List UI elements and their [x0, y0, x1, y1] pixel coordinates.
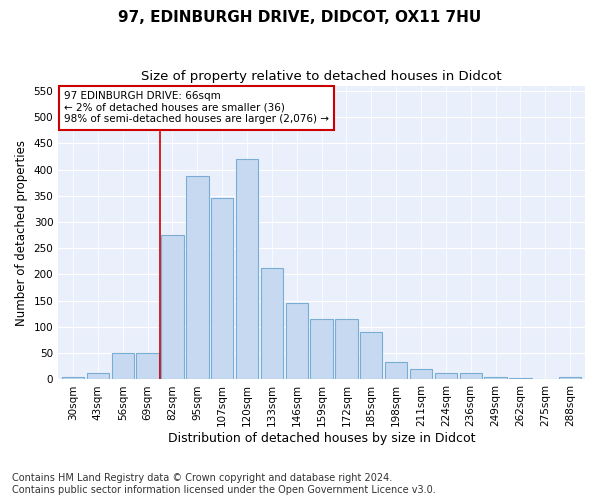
- Bar: [260, 268, 283, 380]
- Bar: [161, 235, 184, 380]
- Bar: [385, 362, 407, 380]
- Y-axis label: Number of detached properties: Number of detached properties: [15, 140, 28, 326]
- Text: 97, EDINBURGH DRIVE, DIDCOT, OX11 7HU: 97, EDINBURGH DRIVE, DIDCOT, OX11 7HU: [118, 10, 482, 25]
- Bar: [286, 304, 308, 380]
- X-axis label: Distribution of detached houses by size in Didcot: Distribution of detached houses by size …: [168, 432, 475, 445]
- Bar: [211, 198, 233, 380]
- Bar: [559, 377, 581, 380]
- Bar: [186, 176, 209, 380]
- Bar: [434, 373, 457, 380]
- Bar: [534, 379, 556, 380]
- Bar: [460, 373, 482, 380]
- Bar: [136, 353, 159, 380]
- Bar: [236, 159, 258, 380]
- Bar: [335, 319, 358, 380]
- Bar: [310, 319, 333, 380]
- Text: 97 EDINBURGH DRIVE: 66sqm
← 2% of detached houses are smaller (36)
98% of semi-d: 97 EDINBURGH DRIVE: 66sqm ← 2% of detach…: [64, 91, 329, 124]
- Bar: [360, 332, 382, 380]
- Bar: [87, 373, 109, 380]
- Bar: [112, 353, 134, 380]
- Bar: [509, 378, 532, 380]
- Title: Size of property relative to detached houses in Didcot: Size of property relative to detached ho…: [141, 70, 502, 83]
- Bar: [410, 369, 432, 380]
- Bar: [62, 377, 84, 380]
- Bar: [484, 377, 507, 380]
- Text: Contains HM Land Registry data © Crown copyright and database right 2024.
Contai: Contains HM Land Registry data © Crown c…: [12, 474, 436, 495]
